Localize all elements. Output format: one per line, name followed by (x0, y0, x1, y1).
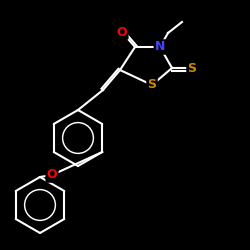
Text: N: N (155, 40, 165, 54)
Text: S: S (148, 78, 156, 92)
Text: S: S (188, 62, 196, 74)
Text: O: O (47, 168, 57, 181)
Text: O: O (117, 26, 127, 38)
